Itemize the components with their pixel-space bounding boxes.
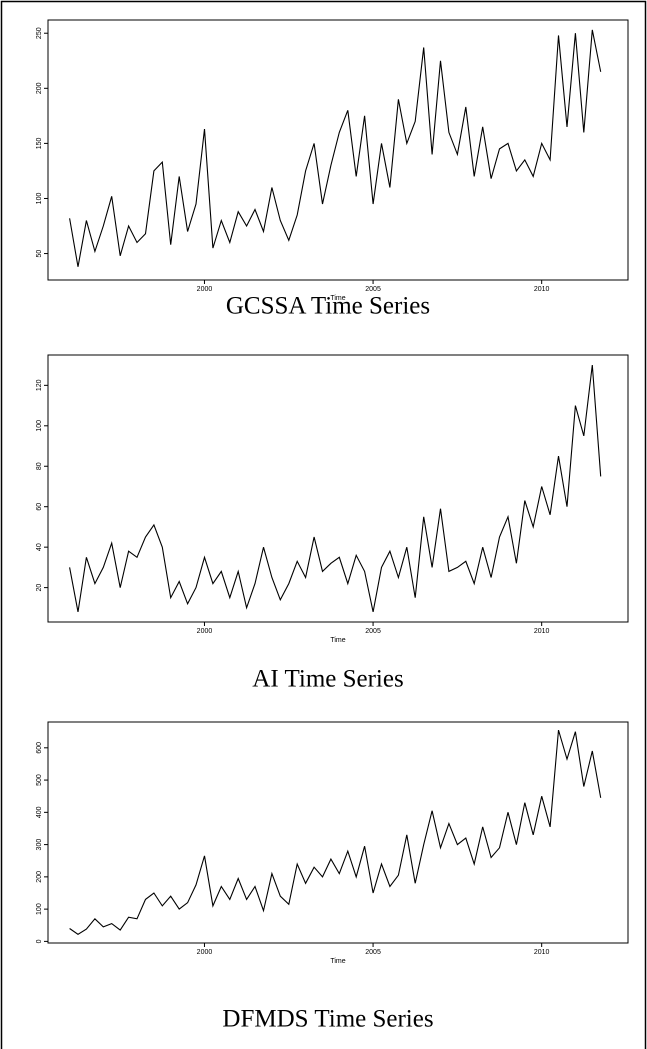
- plot-box: [47, 721, 629, 944]
- y-tick-label: 250: [36, 27, 43, 39]
- y-tick-label: 200: [36, 82, 43, 94]
- chart-title: AI Time Series: [252, 666, 403, 693]
- x-tick-label: 2000: [197, 949, 213, 956]
- y-tick-label: 100: [36, 420, 43, 432]
- series-line: [69, 729, 602, 935]
- chart-title: DFMDS Time Series: [222, 1006, 433, 1033]
- series-line: [69, 29, 602, 267]
- plot-box: [47, 354, 629, 623]
- y-tick-label: 200: [36, 871, 43, 883]
- y-tick-label: 80: [36, 462, 43, 470]
- x-tick-label: 2010: [534, 286, 550, 293]
- y-tick-label: 300: [36, 839, 43, 851]
- x-tick-label: 2000: [197, 286, 213, 293]
- x-tick-label: 2005: [365, 628, 381, 635]
- y-tick-label: 120: [36, 379, 43, 391]
- y-tick-label: 400: [36, 806, 43, 818]
- x-tick-label: 2005: [365, 286, 381, 293]
- x-axis-label: Time: [330, 295, 345, 302]
- y-tick-label: 150: [36, 137, 43, 149]
- y-tick-label: 40: [36, 543, 43, 551]
- y-tick-label: 60: [36, 503, 43, 511]
- chart-title: GCSSA Time Series: [226, 293, 430, 320]
- x-tick-label: 2005: [365, 949, 381, 956]
- x-axis-label: Time: [330, 958, 345, 965]
- x-tick-label: 2010: [534, 949, 550, 956]
- y-tick-label: 100: [36, 193, 43, 205]
- y-tick-label: 0: [36, 939, 43, 943]
- y-tick-label: 50: [36, 250, 43, 258]
- plot-box: [47, 19, 629, 281]
- x-tick-label: 2010: [534, 628, 550, 635]
- x-tick-label: 2000: [197, 628, 213, 635]
- y-tick-label: 20: [36, 584, 43, 592]
- series-line: [69, 365, 602, 613]
- y-tick-label: 600: [36, 742, 43, 754]
- y-tick-label: 100: [36, 903, 43, 915]
- x-axis-label: Time: [330, 637, 345, 644]
- y-tick-label: 500: [36, 774, 43, 786]
